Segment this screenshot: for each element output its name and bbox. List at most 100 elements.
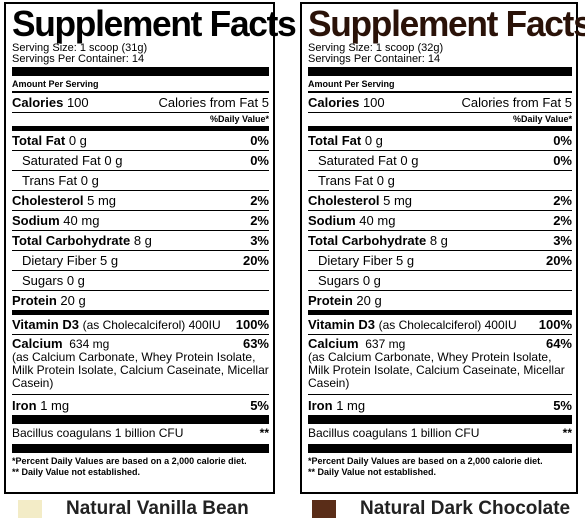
nutrient-amount: 0 g [80, 173, 99, 188]
servings-per-container: Servings Per Container: 14 [12, 53, 145, 65]
daily-value: 0% [553, 133, 572, 148]
nutrient-label: Sugars [22, 273, 64, 288]
nutrient-label: Cholesterol [308, 193, 380, 208]
divider [12, 91, 269, 93]
daily-value: ** [259, 426, 269, 440]
footnote-not-established: ** Daily Value not established. [308, 467, 437, 477]
divider-thick [308, 444, 572, 453]
nutrient-label: Saturated Fat [318, 153, 397, 168]
sugars-row: Sugars 0 g [12, 271, 269, 291]
nutrient-label: Iron [12, 397, 37, 413]
daily-value: 0% [250, 133, 269, 148]
daily-value: ** [562, 426, 572, 440]
serving-size: Serving Size: 1 scoop (31g) [12, 42, 148, 54]
nutrient-label: Dietary Fiber [22, 253, 97, 268]
supplement-facts-panel-vanilla: Supplement Facts Serving Size: 1 scoop (… [4, 2, 297, 494]
nutrient-label: Total Carbohydrate [308, 233, 427, 248]
nutrient-label: Dietary Fiber [318, 253, 393, 268]
vitamin-d3-row: Vitamin D3 (as Cholecalciferol) 400IU 100… [308, 315, 572, 335]
divider-thick [12, 415, 269, 424]
divider-thick [12, 444, 269, 453]
daily-value: 0% [250, 153, 269, 168]
nutrient-amount: 5 g [100, 253, 119, 268]
nutrient-label: Trans Fat [22, 173, 78, 188]
calcium-sources: (as Calcium Carbonate, Whey Protein Isol… [308, 350, 565, 390]
divider-thick [308, 67, 572, 76]
nutrient-label: Vitamin D3 [308, 317, 375, 332]
sodium-row: Sodium 40 mg 2% [12, 211, 269, 231]
nutrient-label: Iron [308, 397, 333, 413]
nutrient-amount: 0 g [104, 153, 123, 168]
trans-fat-row: Trans Fat 0 g [308, 171, 572, 191]
panel-title: Supplement Facts [308, 3, 585, 44]
calcium-sources: (as Calcium Carbonate, Whey Protein Isol… [12, 350, 269, 390]
sugars-row: Sugars 0 g [308, 271, 572, 291]
flavor-name: Natural Vanilla Bean [66, 498, 249, 519]
nutrient-label: Trans Fat [318, 173, 374, 188]
carbohydrate-row: Total Carbohydrate 8 g 3% [308, 231, 572, 251]
nutrient-amount: 0 g [400, 153, 419, 168]
saturated-fat-row: Saturated Fat 0 g 0% [12, 151, 269, 171]
nutrient-amount: (as Cholecalciferol) 400IU [378, 318, 517, 332]
calories-label: Calories [308, 95, 360, 110]
amount-per-serving: Amount Per Serving [308, 79, 395, 89]
calcium-row: Calcium 637 mg 64% (as Calcium Carbonate,… [308, 335, 572, 395]
nutrient-amount: 637 mg [365, 337, 406, 351]
nutrient-amount: 40 mg [63, 213, 100, 228]
footnote-daily-values: *Percent Daily Values are based on a 2,0… [308, 456, 543, 466]
total-fat-row: Total Fat 0 g 0% [308, 131, 572, 151]
daily-value: 64% [545, 336, 572, 351]
daily-value-header: %Daily Value* [12, 113, 269, 127]
calories-value: 100 [66, 95, 89, 110]
nutrient-label: Total Carbohydrate [12, 233, 131, 248]
divider-medium [308, 127, 572, 131]
nutrient-label: Vitamin D3 [12, 317, 79, 332]
divider-medium [12, 127, 269, 131]
nutrient-label: Protein [12, 293, 57, 308]
fiber-row: Dietary Fiber 5 g 20% [308, 251, 572, 271]
cholesterol-row: Cholesterol 5 mg 2% [308, 191, 572, 211]
calcium-row: Calcium 634 mg 63% (as Calcium Carbonate,… [12, 335, 269, 395]
divider-medium [308, 311, 572, 315]
daily-value: 5% [553, 397, 572, 413]
daily-value: 3% [250, 233, 269, 248]
divider-medium [12, 311, 269, 315]
daily-value: 63% [242, 336, 269, 351]
daily-value: 100% [538, 317, 572, 332]
nutrient-label: Bacillus coagulans 1 billion CFU [12, 426, 184, 440]
nutrient-amount: 0 g [376, 173, 395, 188]
daily-value: 5% [250, 397, 269, 413]
nutrient-label: Total Fat [308, 133, 362, 148]
daily-value: 0% [553, 153, 572, 168]
nutrient-amount: 40 mg [359, 213, 396, 228]
chocolate-color-swatch [312, 500, 336, 518]
divider-thick [308, 415, 572, 424]
iron-row: Iron 1 mg 5% [12, 395, 269, 415]
flavor-name: Natural Dark Chocolate [360, 498, 571, 519]
nutrient-label: Saturated Fat [22, 153, 101, 168]
nutrient-amount: 20 g [60, 293, 86, 308]
daily-value: 2% [250, 213, 269, 228]
flavor-chocolate: Natural Dark Chocolate [312, 498, 570, 520]
calories-from-fat: Calories from Fat 5 [461, 95, 572, 110]
vanilla-color-swatch [18, 500, 42, 518]
daily-value: 3% [553, 233, 572, 248]
nutrient-label: Total Fat [12, 133, 66, 148]
panel-title: Supplement Facts [12, 3, 297, 44]
footnote-daily-values: *Percent Daily Values are based on a 2,0… [12, 456, 247, 466]
protein-row: Protein 20 g [12, 291, 269, 311]
nutrient-amount: (as Cholecalciferol) 400IU [82, 318, 221, 332]
calories-from-fat: Calories from Fat 5 [158, 95, 269, 110]
saturated-fat-row: Saturated Fat 0 g 0% [308, 151, 572, 171]
nutrient-amount: 1 mg [336, 397, 366, 413]
nutrient-label: Cholesterol [12, 193, 84, 208]
supplement-facts-panel-chocolate: Supplement Facts Serving Size: 1 scoop (… [300, 2, 585, 494]
daily-value: 2% [553, 193, 572, 208]
daily-value: 20% [545, 253, 572, 268]
protein-row: Protein 20 g [308, 291, 572, 311]
nutrient-amount: 0 g [66, 273, 85, 288]
sodium-row: Sodium 40 mg 2% [308, 211, 572, 231]
divider-thick [12, 67, 269, 76]
nutrient-label: Sodium [308, 213, 356, 228]
trans-fat-row: Trans Fat 0 g [12, 171, 269, 191]
